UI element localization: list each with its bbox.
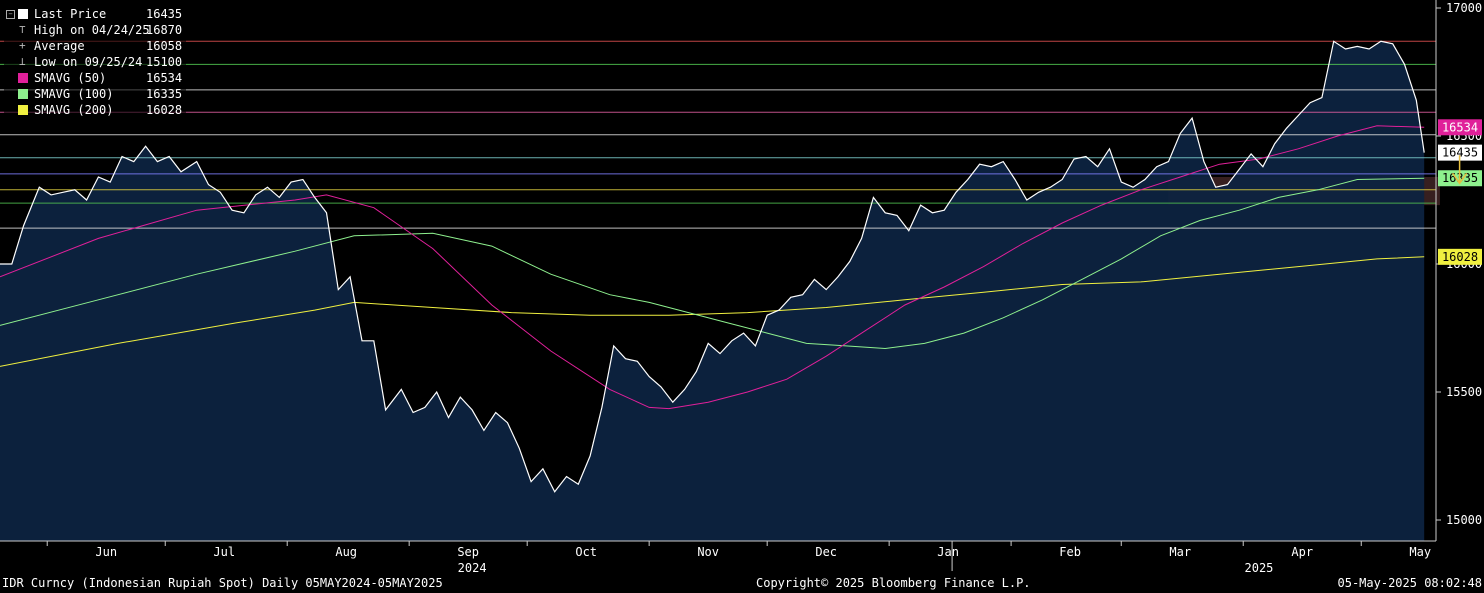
price-tag-label: 16435 bbox=[1442, 146, 1478, 160]
arrow-head bbox=[1451, 172, 1468, 185]
legend-swatch bbox=[18, 89, 28, 99]
legend-value: 16335 bbox=[146, 87, 183, 101]
x-tick-label: Oct bbox=[575, 545, 597, 559]
price-tag-label: 16534 bbox=[1442, 120, 1478, 134]
legend-label: SMAVG (50) bbox=[34, 71, 107, 85]
x-tick-label: Nov bbox=[697, 545, 719, 559]
footer-security: IDR Curncy (Indonesian Rupiah Spot) Dail… bbox=[2, 576, 443, 590]
legend-value: 16028 bbox=[146, 103, 183, 117]
down-arrow-icon bbox=[1451, 155, 1468, 185]
legend-swatch bbox=[18, 105, 28, 115]
x-tick-label: May bbox=[1409, 545, 1431, 559]
legend-label: Average bbox=[34, 39, 85, 53]
legend-item: SMAVG (100) 16335 bbox=[4, 86, 186, 102]
price-area bbox=[0, 41, 1425, 542]
legend-value: 16870 bbox=[146, 23, 183, 37]
x-tick-label: Mar bbox=[1169, 545, 1191, 559]
price-area-fill bbox=[0, 41, 1425, 542]
collapse-icon[interactable]: − bbox=[6, 10, 15, 19]
low-marker-icon: ⊥ bbox=[19, 55, 26, 68]
footer-copyright: Copyright© 2025 Bloomberg Finance L.P. bbox=[756, 576, 1031, 590]
price-line bbox=[0, 40, 1425, 493]
avg-marker-icon: + bbox=[19, 39, 26, 52]
legend-label: Last Price bbox=[34, 7, 107, 21]
price-tag-bg bbox=[1438, 119, 1482, 136]
x-tick-label: Jan bbox=[937, 545, 959, 559]
legend-value: 16058 bbox=[146, 39, 183, 53]
x-tick-label: Jul bbox=[213, 545, 235, 559]
horizontal-levels bbox=[0, 40, 1436, 229]
price-tag-label: 16028 bbox=[1442, 250, 1478, 264]
y-tick-label: 15000 bbox=[1446, 513, 1482, 527]
legend-item: ⊤ High on 04/24/25 16870 bbox=[4, 22, 186, 38]
y-tick-label: 15500 bbox=[1446, 385, 1482, 399]
footer-timestamp: 05-May-2025 08:02:48 bbox=[1337, 576, 1483, 590]
sma100-line bbox=[0, 177, 1425, 350]
price-tag-bg bbox=[1438, 144, 1482, 161]
legend: − Last Price 16435 ⊤ High on 04/24/25 16870 +… bbox=[4, 6, 186, 123]
legend-item: ⊥ Low on 09/25/24 15100 bbox=[4, 54, 186, 70]
high-marker-icon: ⊤ bbox=[19, 23, 26, 36]
x-tick-label: Aug bbox=[335, 545, 357, 559]
x-tick-label: Dec bbox=[815, 545, 837, 559]
year-label: 2025 bbox=[1245, 561, 1274, 575]
sma200-line bbox=[0, 256, 1425, 367]
legend-item: SMAVG (200) 16028 bbox=[4, 102, 186, 118]
price-tag-bg bbox=[1438, 248, 1482, 265]
year-label: 2024 bbox=[458, 561, 487, 575]
legend-label: High on 04/24/25 bbox=[34, 23, 150, 37]
legend-label: SMAVG (200) bbox=[34, 103, 114, 117]
legend-label: SMAVG (100) bbox=[34, 87, 114, 101]
legend-value: 16534 bbox=[146, 71, 183, 85]
legend-item: SMAVG (50) 16534 bbox=[4, 70, 186, 86]
sma50-line bbox=[0, 125, 1425, 410]
series-lines bbox=[0, 40, 1425, 493]
legend-swatch bbox=[18, 73, 28, 83]
x-tick-label: Sep bbox=[457, 545, 479, 559]
x-tick-label: Jun bbox=[95, 545, 117, 559]
x-tick-label: Feb bbox=[1059, 545, 1081, 559]
legend-item: + Average 16058 bbox=[4, 38, 186, 54]
axes: 1500015500160001650017000JunJulAugSepOct… bbox=[0, 0, 1482, 575]
legend-label: Low on 09/25/24 bbox=[34, 55, 143, 69]
legend-value: 16435 bbox=[146, 7, 183, 21]
x-tick-label: Apr bbox=[1291, 545, 1313, 559]
legend-item: Last Price 16435 bbox=[4, 6, 186, 22]
legend-value: 15100 bbox=[146, 55, 183, 69]
y-tick-label: 17000 bbox=[1446, 1, 1482, 15]
legend-swatch bbox=[18, 9, 28, 19]
